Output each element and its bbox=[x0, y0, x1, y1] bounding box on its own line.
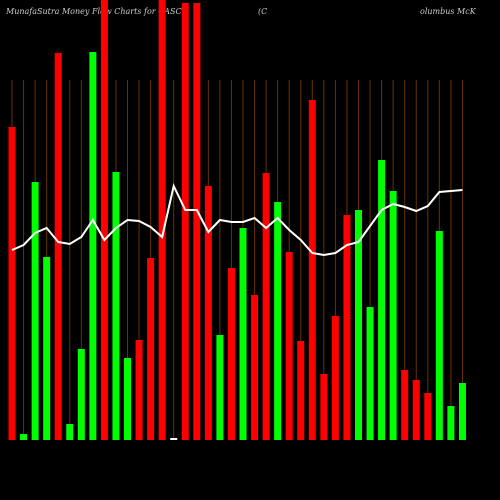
bar bbox=[89, 52, 97, 440]
bar bbox=[262, 173, 270, 440]
bar bbox=[54, 53, 62, 440]
bar bbox=[8, 127, 16, 440]
bar bbox=[227, 268, 235, 440]
bar bbox=[135, 340, 143, 440]
bar bbox=[412, 380, 420, 440]
bar bbox=[424, 393, 432, 440]
bar bbox=[20, 434, 28, 440]
bar bbox=[297, 341, 305, 440]
line bbox=[11, 182, 463, 257]
bar bbox=[158, 0, 166, 440]
bar bbox=[239, 228, 247, 440]
bar bbox=[204, 186, 212, 440]
bar bbox=[112, 172, 120, 440]
chart-subtitle: (C bbox=[258, 7, 267, 16]
bar bbox=[401, 370, 409, 440]
bar bbox=[447, 406, 455, 440]
bar bbox=[274, 202, 282, 440]
bar bbox=[193, 3, 201, 440]
bar bbox=[355, 210, 362, 440]
bar bbox=[389, 191, 397, 440]
bar bbox=[378, 160, 386, 440]
bar bbox=[100, 0, 108, 440]
bar bbox=[77, 349, 85, 440]
chart-subtitle: olumbus McK bbox=[420, 7, 477, 16]
bar bbox=[343, 215, 351, 440]
bar bbox=[435, 231, 443, 440]
bar bbox=[43, 257, 51, 440]
bar bbox=[31, 182, 39, 440]
bar bbox=[170, 438, 178, 440]
bar bbox=[181, 3, 189, 440]
bar bbox=[251, 295, 259, 440]
chart-title: MunafaSutra Money Flow Charts for CASCO bbox=[5, 7, 189, 16]
bar bbox=[285, 252, 293, 440]
bar bbox=[147, 258, 155, 440]
bar bbox=[366, 307, 374, 440]
bar bbox=[331, 316, 339, 440]
bar bbox=[320, 374, 328, 440]
bar bbox=[216, 335, 224, 440]
bar bbox=[124, 358, 131, 440]
bar bbox=[458, 383, 466, 440]
bar bbox=[66, 424, 74, 440]
bar bbox=[308, 100, 316, 440]
